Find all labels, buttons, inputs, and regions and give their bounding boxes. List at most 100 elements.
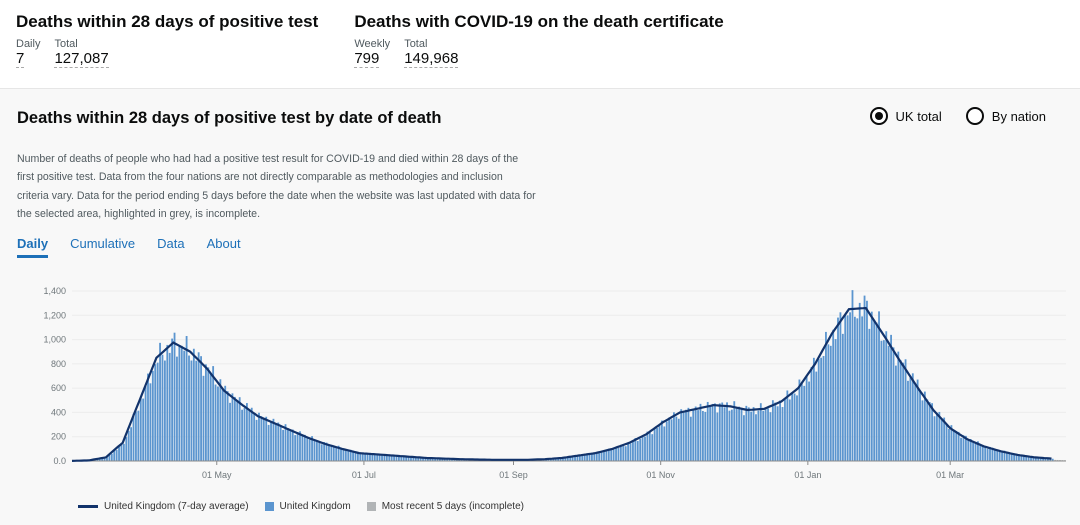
daily-bar (267, 424, 270, 461)
legend-item-daily[interactable]: United Kingdom (264, 501, 351, 512)
daily-bar (895, 365, 897, 461)
daily-bar (260, 416, 263, 461)
daily-bar (178, 345, 181, 461)
radio-uk-total[interactable]: UK total (869, 107, 942, 125)
daily-bar (163, 360, 166, 461)
daily-bar (344, 449, 347, 461)
daily-bar (972, 442, 975, 461)
daily-bar (113, 450, 116, 461)
daily-bar (730, 409, 733, 461)
daily-bar (595, 452, 598, 461)
daily-bar (648, 432, 651, 461)
daily-bar (774, 402, 777, 461)
daily-bar (1032, 457, 1035, 461)
daily-bar (108, 454, 111, 461)
daily-bar (887, 345, 890, 461)
daily-bar (135, 411, 137, 461)
legend-label: Most recent 5 days (incomplete) (381, 501, 524, 512)
daily-bar (738, 406, 740, 461)
daily-bar (750, 411, 753, 461)
daily-bar (434, 458, 437, 461)
daily-bar (270, 421, 272, 461)
daily-bar (593, 452, 596, 461)
daily-bar (183, 350, 186, 461)
daily-bar (118, 446, 120, 461)
daily-bar (176, 356, 178, 461)
daily-bar (564, 457, 567, 461)
area-radio-group: UK total By nation (869, 107, 1046, 125)
stat-total[interactable]: Total 127,087 (54, 38, 109, 68)
stat-value: 7 (16, 50, 25, 68)
stat-label: Daily (16, 38, 41, 50)
card-death-certificate: Deaths with COVID-19 on the death certif… (354, 12, 724, 68)
daily-bar (668, 417, 671, 461)
x-tick-label: 01 Jul (352, 470, 376, 480)
daily-bar (603, 451, 605, 461)
daily-bar (185, 336, 188, 461)
legend-bar-swatch (264, 502, 274, 511)
daily-bar (832, 329, 835, 461)
radio-unselected-icon[interactable] (965, 107, 984, 125)
legend-item-average[interactable]: United Kingdom (7-day average) (78, 501, 249, 512)
daily-bar (328, 445, 330, 461)
stat-weekly[interactable]: Weekly 799 (354, 38, 390, 68)
daily-bar (834, 339, 837, 461)
daily-bar (122, 443, 125, 461)
daily-bar (147, 373, 149, 461)
daily-bar (559, 458, 562, 461)
radio-by-nation[interactable]: By nation (965, 107, 1046, 125)
daily-bar (827, 344, 830, 461)
daily-bar (318, 441, 321, 461)
daily-bar (612, 449, 615, 461)
daily-bar (287, 428, 289, 461)
daily-bar (928, 402, 931, 461)
daily-bar (776, 406, 779, 461)
daily-bar (149, 383, 152, 461)
daily-bar (388, 455, 391, 461)
daily-bar (315, 440, 318, 461)
daily-bar (788, 399, 791, 461)
daily-bar (1005, 452, 1008, 461)
daily-bar (853, 316, 856, 461)
tab-daily[interactable]: Daily (17, 236, 49, 258)
daily-bar (784, 399, 786, 461)
stat-value: 799 (354, 50, 380, 68)
daily-bar (1044, 457, 1047, 461)
daily-bar (1010, 453, 1013, 461)
daily-bar (936, 412, 938, 461)
daily-bar (1027, 456, 1030, 461)
daily-bar (911, 373, 914, 461)
chart-description: Number of deaths of people who had had a… (17, 153, 536, 220)
daily-bar (390, 454, 393, 461)
x-tick-label: 01 Sep (499, 470, 528, 480)
daily-bar (306, 438, 309, 461)
daily-bar (448, 458, 451, 461)
incomplete-bar (1056, 459, 1059, 461)
daily-bar (243, 407, 246, 461)
radio-selected-icon[interactable] (869, 107, 888, 125)
tab-data[interactable]: Data (157, 236, 185, 251)
tab-about[interactable]: About (206, 236, 241, 251)
daily-bar (576, 456, 579, 461)
daily-bar (347, 451, 350, 461)
daily-bar (569, 456, 572, 461)
legend-item-incomplete[interactable]: Most recent 5 days (incomplete) (366, 501, 524, 512)
daily-bar (721, 402, 724, 461)
daily-bar (161, 354, 164, 461)
average-line (71, 306, 1052, 462)
daily-bar (624, 446, 627, 461)
daily-bar (757, 410, 760, 461)
daily-bar (426, 458, 429, 461)
legend-line-swatch (78, 505, 98, 508)
daily-bar (410, 456, 412, 461)
daily-bar (687, 407, 690, 461)
stat-daily[interactable]: Daily 7 (16, 38, 40, 68)
daily-bar (849, 312, 851, 461)
tab-cumulative[interactable]: Cumulative (70, 236, 136, 251)
daily-bar (653, 427, 656, 461)
stat-total[interactable]: Total 149,968 (404, 38, 459, 68)
daily-bar (861, 316, 864, 461)
daily-bar (904, 359, 907, 461)
daily-bar (417, 456, 420, 461)
daily-bar (1022, 455, 1025, 461)
